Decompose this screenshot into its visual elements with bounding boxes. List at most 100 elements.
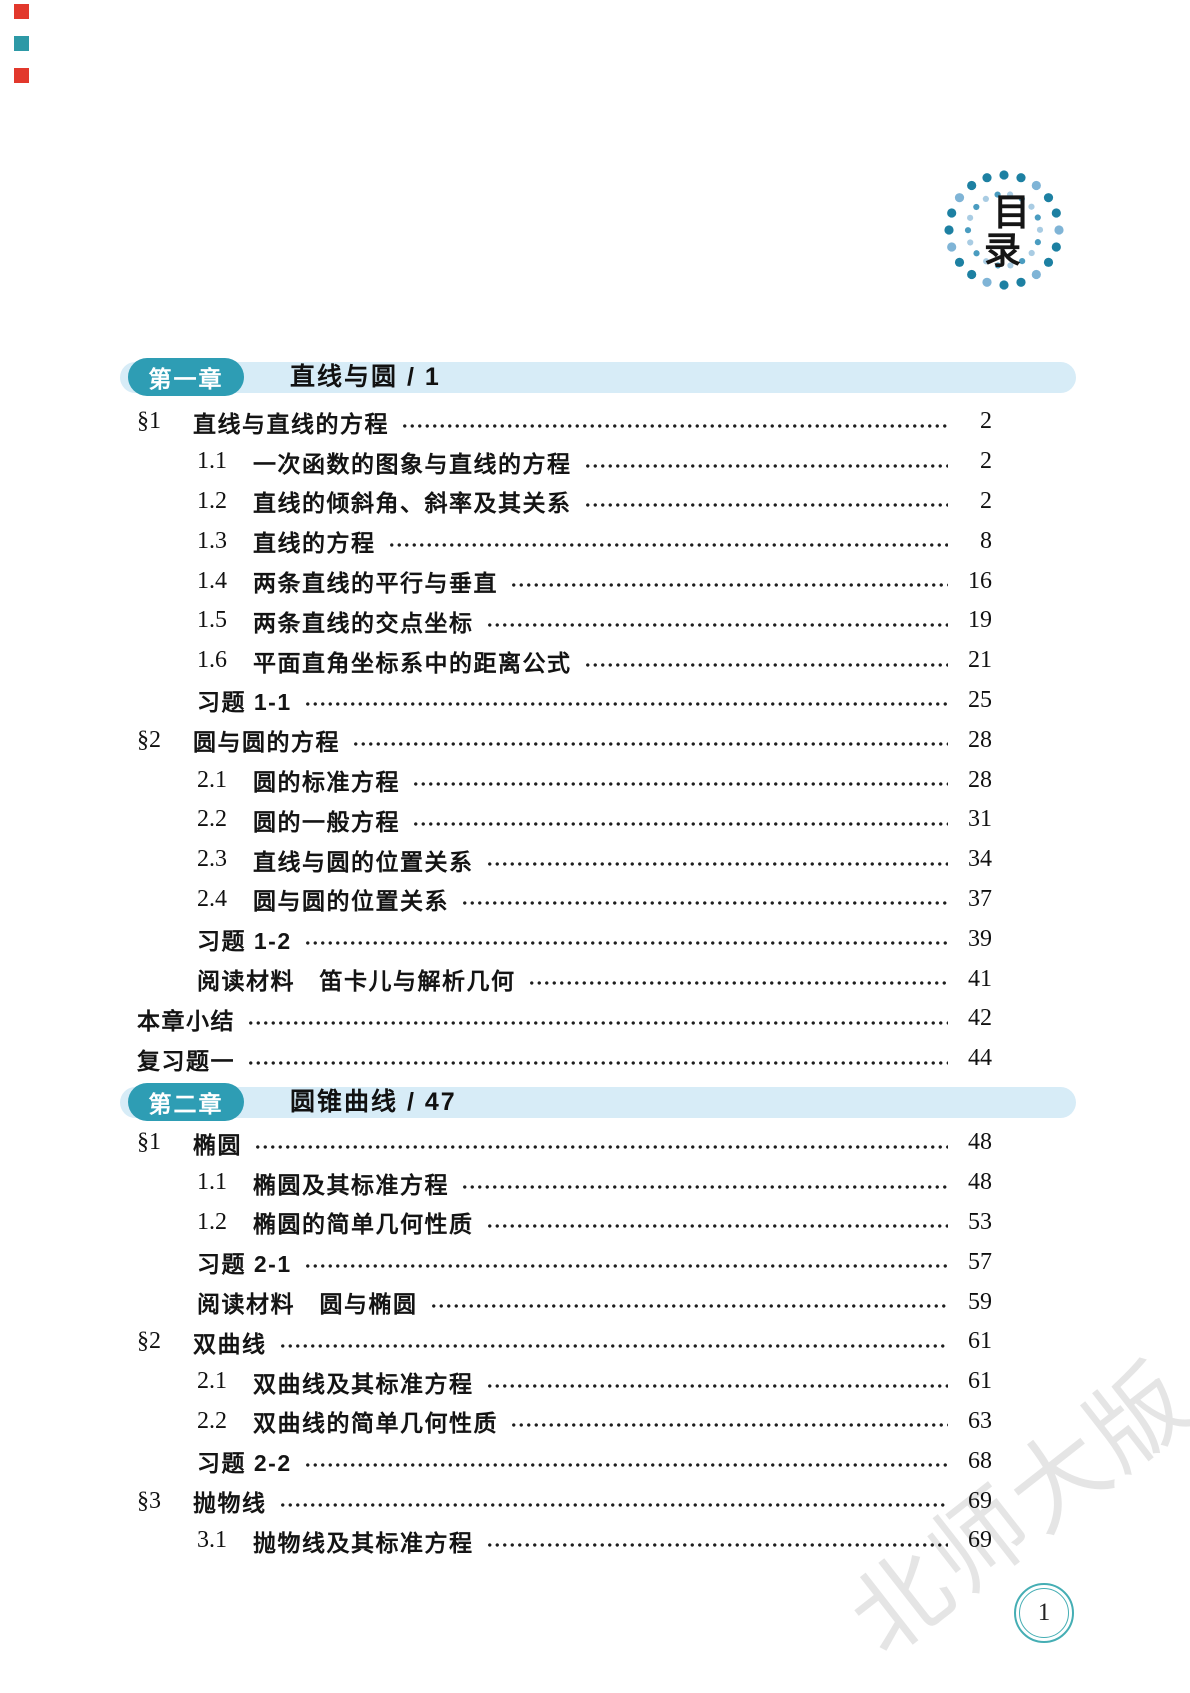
dot-leader	[461, 1183, 948, 1190]
chapter-band	[120, 362, 1076, 393]
toc-entry-page: 42	[968, 1005, 992, 1032]
corner-registration-marks	[14, 4, 34, 94]
toc-entry-title: 抛物线	[193, 1490, 267, 1517]
toc-entry: 复习题一 44	[137, 1039, 992, 1079]
dot-leader	[278, 1342, 948, 1349]
dot-leader	[485, 1382, 948, 1389]
toc-entry-title: 直线的倾斜角、斜率及其关系	[253, 490, 572, 517]
toc-entry-number: 1.2	[197, 487, 227, 514]
toc-entry-title: 习题 1-1	[197, 689, 292, 716]
toc-entry-title: 平面直角坐标系中的距离公式	[253, 649, 572, 676]
toc-entry-title: 椭圆的简单几何性质	[253, 1211, 474, 1238]
toc-entry-title: 椭圆	[193, 1131, 242, 1158]
toc-entry-page: 28	[968, 726, 992, 753]
dot-leader	[583, 462, 948, 469]
toc-entry: 1.3 直线的方程 8	[137, 521, 992, 561]
toc-entry-title: 习题 1-2	[197, 928, 292, 955]
toc-entry: 阅读材料 圆与椭圆 59	[137, 1282, 992, 1322]
toc-entry-number: 1.6	[197, 647, 227, 674]
toc-logo-char-top: 目	[993, 193, 1030, 234]
dot-leader	[401, 422, 948, 429]
toc-entry-page: 25	[968, 686, 992, 713]
chapter-badge: 第一章	[128, 358, 244, 396]
toc-entry: 2.3 直线与圆的位置关系 34	[137, 840, 992, 880]
dot-leader	[303, 1462, 948, 1469]
toc-entry: 2.1 双曲线及其标准方程 61	[137, 1362, 992, 1402]
dotted-circle-icon	[944, 170, 1064, 290]
toc-entry-page: 48	[968, 1129, 992, 1156]
toc-entry: 习题 2-1 57	[137, 1242, 992, 1282]
toc-entry-title: 习题 2-2	[197, 1450, 292, 1477]
chapter-heading: 圆锥曲线 / 47	[290, 1088, 457, 1116]
toc-entry-number: 2.1	[197, 1368, 227, 1395]
toc-entry-number: 2.1	[197, 766, 227, 793]
toc-entry-number: 1.2	[197, 1208, 227, 1235]
dot-leader	[527, 980, 948, 987]
chapter-heading: 直线与圆 / 1	[290, 363, 441, 391]
toc-entry-page: 2	[980, 408, 992, 435]
chapter-header: 第一章 直线与圆 / 1	[120, 358, 1076, 396]
dot-leader	[247, 1019, 948, 1026]
toc-entry-page: 61	[968, 1368, 992, 1395]
toc-entry: 本章小结 42	[137, 999, 992, 1039]
toc-entry-number: 2.3	[197, 846, 227, 873]
page-number-inner-ring	[1019, 1588, 1069, 1638]
toc-entry-title: 圆与圆的位置关系	[253, 888, 449, 915]
dot-leader	[461, 900, 948, 907]
toc-entry: 习题 2-2 68	[137, 1441, 992, 1481]
dot-leader	[485, 1541, 948, 1548]
toc-entry-page: 57	[968, 1248, 992, 1275]
dot-leader	[387, 542, 948, 549]
dot-leader	[429, 1303, 948, 1310]
toc-entry-number: §2	[137, 1328, 161, 1355]
toc-logo-char-bottom: 录	[984, 231, 1021, 272]
toc-entry-page: 34	[968, 846, 992, 873]
toc-entry-list: §1 椭圆 48 1.1 椭圆及其标准方程 48 1.2 椭圆的简单几何性质 53 习题 2-1 5…	[137, 1123, 992, 1561]
page-number: 1	[1037, 1599, 1051, 1626]
toc-entry-number: 1.4	[197, 567, 227, 594]
toc-entry-title: 一次函数的图象与直线的方程	[253, 450, 572, 477]
toc-entry: 3.1 抛物线及其标准方程 69	[137, 1521, 992, 1561]
dot-leader	[303, 1263, 948, 1270]
toc-entry-title: 阅读材料 圆与椭圆	[197, 1291, 418, 1318]
dot-leader	[254, 1143, 948, 1150]
toc-entry-page: 8	[980, 527, 992, 554]
toc-entry-page: 61	[968, 1328, 992, 1355]
dot-leader	[485, 1223, 948, 1230]
toc-entry: 1.6 平面直角坐标系中的距离公式 21	[137, 641, 992, 681]
toc-entry-number: §2	[137, 726, 161, 753]
toc-entry-list: §1 直线与直线的方程 2 1.1 一次函数的图象与直线的方程 2 1.2 直线的倾斜角、斜率…	[137, 402, 992, 1079]
chapter-header: 第二章 圆锥曲线 / 47	[120, 1083, 1076, 1121]
toc-entry-number: 1.3	[197, 527, 227, 554]
toc-entry-page: 44	[968, 1045, 992, 1072]
toc-entry-page: 53	[968, 1208, 992, 1235]
toc-entry-page: 31	[968, 806, 992, 833]
toc-entry-title: 抛物线及其标准方程	[253, 1529, 474, 1556]
toc-entry: §2 圆与圆的方程 28	[137, 720, 992, 760]
toc-entry: 2.2 圆的一般方程 31	[137, 800, 992, 840]
toc-entry: §1 椭圆 48	[137, 1123, 992, 1163]
dot-leader	[583, 661, 948, 668]
toc-entry-page: 63	[968, 1407, 992, 1434]
toc-entry: 1.2 椭圆的简单几何性质 53	[137, 1203, 992, 1243]
dot-leader	[303, 701, 948, 708]
toc-entry-title: 本章小结	[137, 1007, 235, 1034]
toc-entry-title: 复习题一	[137, 1047, 235, 1074]
chapter-badge: 第二章	[128, 1083, 244, 1121]
toc-entry-page: 69	[968, 1487, 992, 1514]
toc-entry: §3 抛物线 69	[137, 1481, 992, 1521]
toc-entry-page: 28	[968, 766, 992, 793]
toc-entry-page: 39	[968, 925, 992, 952]
toc-entry-number: §3	[137, 1487, 161, 1514]
toc-entry-title: 圆的标准方程	[253, 769, 400, 796]
toc-entry-page: 2	[980, 448, 992, 475]
toc-logo: 目 录	[940, 166, 1068, 294]
dot-leader	[247, 1059, 948, 1066]
toc-entry-page: 2	[980, 487, 992, 514]
toc-entry-number: 1.5	[197, 607, 227, 634]
toc-entry-page: 69	[968, 1527, 992, 1554]
toc-entry: 阅读材料 笛卡儿与解析几何 41	[137, 959, 992, 999]
toc-entry-page: 59	[968, 1288, 992, 1315]
toc-entry: 1.4 两条直线的平行与垂直 16	[137, 561, 992, 601]
toc-entry-title: 直线的方程	[253, 530, 376, 557]
